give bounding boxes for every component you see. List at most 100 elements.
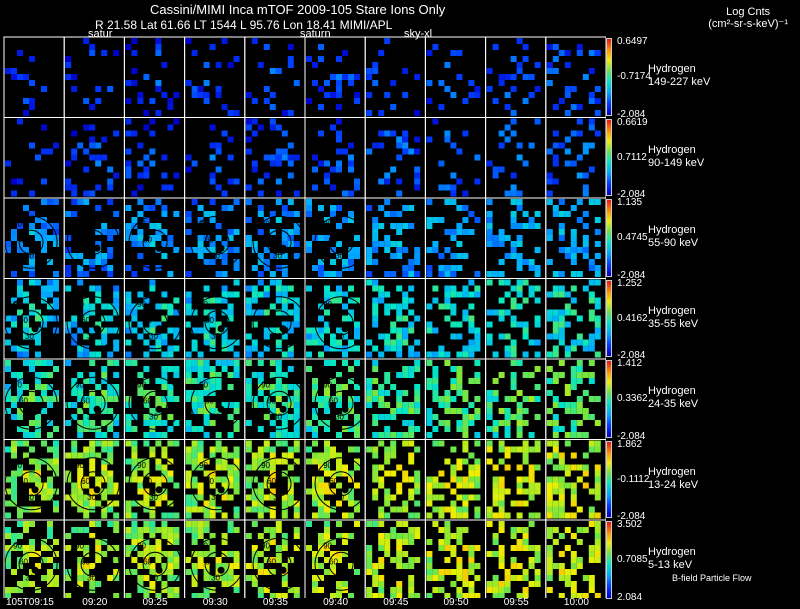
contour-label: 60 xyxy=(205,557,214,566)
contour-label: 30 xyxy=(335,412,344,421)
panel: 90 60 30 xyxy=(3,197,65,279)
contour-label: 60 xyxy=(19,477,28,486)
time-label: 09:25 xyxy=(142,597,168,608)
panel: 90 60 30 xyxy=(244,358,306,440)
species-label: Hydrogen 35-55 keV xyxy=(648,305,698,331)
contour-label: 90 xyxy=(323,461,332,470)
contour-label: 90 xyxy=(199,380,208,389)
color-bar-max: 1.135 xyxy=(617,197,643,208)
panel: 90 60 30 xyxy=(123,197,186,279)
panel xyxy=(485,439,547,521)
image-grid: 90 60 30 90 60 30 90 60 30 90 60 30 90 60 30 90 60 30 90 60… xyxy=(3,36,606,598)
contour-label: 60 xyxy=(81,477,90,486)
panel: 90 60 30 xyxy=(3,519,65,598)
color-bar xyxy=(606,118,612,196)
panel xyxy=(485,117,547,199)
contour-label: 60 xyxy=(19,396,28,405)
contour-label: 30 xyxy=(335,493,344,502)
time-label: 09:45 xyxy=(383,597,409,608)
panel xyxy=(184,117,246,199)
contour-label: 90 xyxy=(261,541,270,550)
panel xyxy=(364,36,426,118)
panel xyxy=(364,519,426,598)
species-label: Hydrogen 149-227 keV xyxy=(648,63,710,89)
color-bar-mid: 0.3362 xyxy=(617,393,648,405)
color-bar xyxy=(606,279,612,357)
panel: 90 60 30 xyxy=(184,439,246,521)
panel: 90 60 30 xyxy=(123,278,186,360)
contour-label: 30 xyxy=(149,412,158,421)
contour-label: 90 xyxy=(261,219,270,228)
color-bar-mid: 0.4162 xyxy=(617,312,648,324)
energy-range: 55-90 keV xyxy=(648,237,699,250)
panel xyxy=(545,519,606,598)
color-bar xyxy=(606,360,612,438)
contour-label: 90 xyxy=(13,380,22,389)
color-bar-max: 1.862 xyxy=(617,438,643,450)
panel xyxy=(63,117,125,199)
color-bar-max: 3.502 xyxy=(617,519,643,530)
color-bar-max: 0.6497 xyxy=(617,36,648,47)
contour-label: 90 xyxy=(13,219,22,228)
contour-label: 60 xyxy=(329,477,338,486)
contour-label: 60 xyxy=(143,316,152,325)
contour-label: 60 xyxy=(143,235,152,244)
contour-label: 90 xyxy=(261,300,270,309)
species-name: Hydrogen xyxy=(648,385,696,398)
contour-label: 60 xyxy=(205,477,214,486)
energy-range: 90-149 keV xyxy=(648,156,705,169)
panel: 90 60 30 xyxy=(63,358,125,440)
contour-label: 30 xyxy=(87,332,96,341)
panel: 90 60 30 xyxy=(123,519,186,598)
panel xyxy=(485,197,547,279)
contour-label: 30 xyxy=(25,332,34,341)
contour-label: 90 xyxy=(13,300,22,309)
panel: 90 60 30 xyxy=(184,358,246,440)
panel xyxy=(244,117,306,199)
color-bar-mid: 0.7112 xyxy=(617,151,647,163)
energy-range: 13-24 keV xyxy=(648,478,699,491)
panel xyxy=(304,36,366,118)
time-label: 105T09:15 xyxy=(6,597,54,608)
species-label: Hydrogen 13-24 keV xyxy=(648,466,698,492)
plot-title: Cassini/MIMI Inca mTOF 2009-105 Stare Io… xyxy=(150,2,446,17)
contour-label: 90 xyxy=(261,461,270,470)
panel xyxy=(485,358,547,440)
contour-label: 60 xyxy=(19,316,28,325)
contour-label: 90 xyxy=(261,380,270,389)
contour-label: 30 xyxy=(87,412,96,421)
contour-label: 30 xyxy=(273,251,282,260)
contour-label: 30 xyxy=(87,573,96,582)
contour-label: 30 xyxy=(211,573,220,582)
energy-range: 5-13 keV xyxy=(648,559,693,572)
contour-label: 30 xyxy=(335,251,344,260)
panel: 90 60 30 xyxy=(304,278,368,360)
color-bar xyxy=(606,38,612,116)
contour-label: 60 xyxy=(267,235,276,244)
contour-label: 30 xyxy=(149,251,158,260)
species-name: Hydrogen xyxy=(648,143,696,156)
contour-label: 30 xyxy=(211,251,220,260)
contour-label: 30 xyxy=(25,412,34,421)
panel: 90 60 30 xyxy=(304,519,368,598)
contour-label: 60 xyxy=(205,396,214,405)
panel: 90 60 30 xyxy=(304,197,368,279)
contour-label: 90 xyxy=(323,219,332,228)
color-bar-max: 0.6619 xyxy=(617,116,648,128)
color-bar-min: -2.084 xyxy=(617,269,646,281)
contour-label: 60 xyxy=(81,396,90,405)
time-label: 09:40 xyxy=(323,597,349,608)
panel xyxy=(364,278,426,360)
contour-label: 60 xyxy=(329,316,338,325)
contour-label: 60 xyxy=(329,235,338,244)
panel xyxy=(545,358,606,440)
panel: 90 60 30 xyxy=(3,278,65,360)
contour-label: 30 xyxy=(273,332,282,341)
contour-label: 60 xyxy=(267,316,276,325)
contour-label: 60 xyxy=(143,477,152,486)
panel xyxy=(545,439,606,521)
species-name: Hydrogen xyxy=(648,465,696,478)
contour-label: 90 xyxy=(75,541,84,550)
panel xyxy=(244,36,306,118)
contour-label: 90 xyxy=(75,380,84,389)
